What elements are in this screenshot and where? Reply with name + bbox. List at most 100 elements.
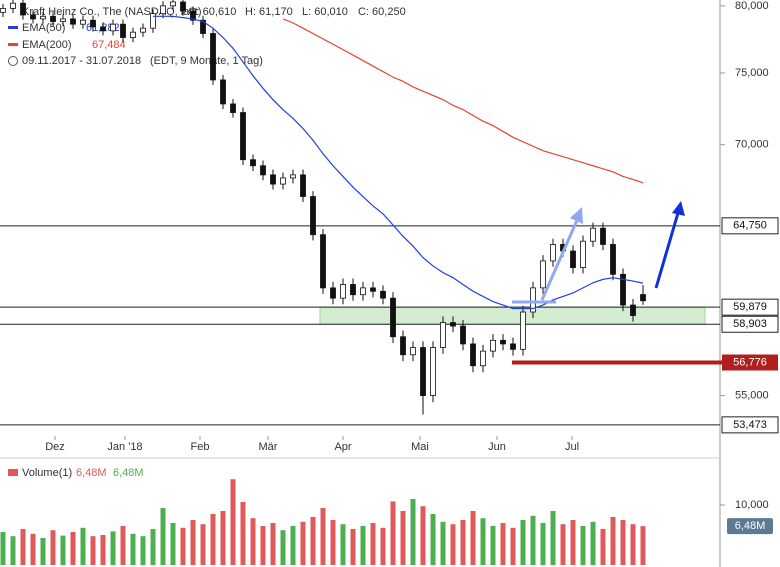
- candle-body: [380, 290, 386, 299]
- candle-body: [510, 343, 516, 350]
- volume-bar: [260, 526, 266, 565]
- volume-bar: [380, 527, 386, 565]
- volume-value: 6,48M: [113, 467, 144, 479]
- volume-bar: [370, 523, 376, 565]
- level-box: [721, 217, 779, 235]
- volume-bar: [560, 524, 566, 565]
- y-tick-label: 80,000: [735, 0, 769, 12]
- volume-bar: [490, 526, 496, 565]
- arrow-head: [672, 201, 685, 216]
- subtitle-note: (EDT, 9 Monate, 1 Tag): [150, 55, 263, 67]
- candle-body: [100, 26, 106, 32]
- candle-body: [400, 336, 406, 356]
- volume-bar: [360, 526, 366, 565]
- volume-bar: [240, 502, 246, 565]
- candle-body: [530, 287, 536, 313]
- y-tick-label: 55,000: [735, 389, 769, 401]
- volume-bar: [120, 526, 126, 565]
- volume-bar: [390, 501, 396, 565]
- candle-body: [240, 112, 246, 161]
- volume-bar: [250, 518, 256, 565]
- candle-body: [160, 5, 166, 15]
- ohlc-close: C: 60,250: [358, 6, 406, 18]
- chart-title: Kraft Heinz Co., The (NASDAQ, last): [22, 6, 202, 18]
- volume-bar: [220, 511, 226, 565]
- candle-body: [390, 297, 396, 338]
- candle-body: [110, 23, 116, 32]
- candle-body: [180, 1, 186, 12]
- volume-bar: [630, 524, 636, 565]
- ohlc-open: O: 60,610: [188, 6, 236, 18]
- volume-bar: [440, 521, 446, 565]
- volume-bar: [150, 529, 156, 565]
- candle-body: [470, 343, 476, 367]
- x-tick-label: Mär: [259, 441, 278, 453]
- x-tick-label: Jun: [488, 441, 506, 453]
- candle-body: [640, 294, 646, 302]
- volume-label: Volume(1): [22, 467, 72, 479]
- candle-body: [280, 177, 286, 185]
- volume-bar: [610, 517, 616, 565]
- volume-bar: [230, 479, 236, 565]
- candle-body: [610, 244, 616, 275]
- volume-bar: [520, 520, 526, 565]
- volume-bar: [470, 511, 476, 565]
- volume-bar: [420, 506, 426, 565]
- candle-body: [330, 287, 336, 299]
- candle-body: [340, 284, 346, 299]
- level-label: 64,750: [733, 220, 767, 232]
- volume-bar: [340, 524, 346, 565]
- volume-bar: [270, 523, 276, 565]
- level-label: 58,903: [733, 318, 767, 330]
- volume-box-label: 6,48M: [735, 520, 766, 532]
- x-tick-label: Dez: [45, 441, 65, 453]
- volume-bar: [180, 527, 186, 565]
- level-box: [721, 298, 779, 316]
- candle-body: [430, 347, 436, 396]
- volume-bar: [550, 511, 556, 565]
- candle-body: [50, 15, 56, 22]
- volume-bar: [350, 529, 356, 565]
- legend-swatch: [8, 26, 18, 29]
- volume-bar: [570, 520, 576, 565]
- volume-bar: [400, 511, 406, 565]
- volume-bar: [640, 526, 646, 565]
- ema-line: [282, 18, 644, 184]
- candle-body: [210, 33, 216, 81]
- volume-bar: [30, 533, 36, 565]
- candle-body: [310, 196, 316, 236]
- volume-bar: [200, 524, 206, 565]
- volume-bar: [310, 517, 316, 565]
- volume-bar: [70, 532, 76, 565]
- volume-bar: [90, 536, 96, 565]
- candle-body: [590, 227, 596, 242]
- volume-bar: [330, 520, 336, 565]
- legend-swatch: [8, 43, 18, 46]
- x-tick-label: Mai: [411, 441, 429, 453]
- candle-body: [440, 322, 446, 348]
- volume-bar: [460, 520, 466, 565]
- candle-body: [80, 19, 86, 25]
- volume-value: 6,48M: [76, 467, 107, 479]
- volume-bar: [60, 535, 66, 565]
- candle-body: [580, 240, 586, 269]
- candle-body: [550, 244, 556, 262]
- candle-body: [490, 339, 496, 352]
- candle-body: [130, 31, 136, 38]
- volume-bar: [160, 508, 166, 565]
- candle-body: [290, 174, 296, 179]
- volume-bar: [50, 530, 56, 565]
- volume-bar: [590, 521, 596, 565]
- volume-bar: [100, 535, 106, 565]
- volume-bar: [190, 520, 196, 565]
- candle-body: [450, 322, 456, 327]
- arrows: [512, 201, 685, 304]
- volume-bar: [210, 514, 216, 565]
- volume-bar: [430, 514, 436, 565]
- y-tick-label: 75,000: [735, 67, 769, 79]
- legend-swatch: [8, 469, 18, 476]
- volume-bar: [130, 533, 136, 565]
- volume-bar: [620, 520, 626, 565]
